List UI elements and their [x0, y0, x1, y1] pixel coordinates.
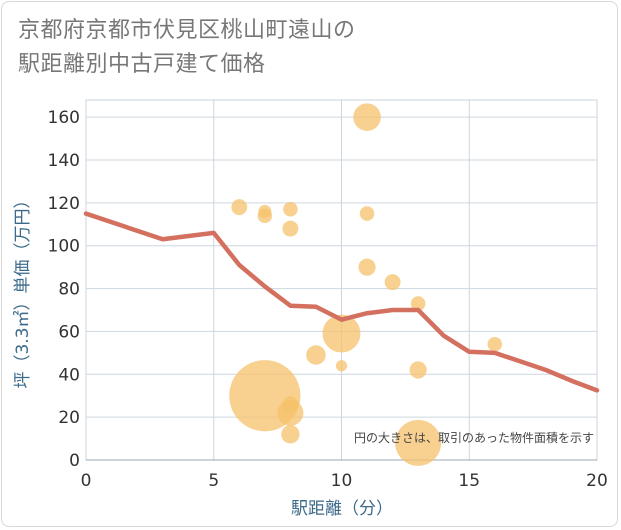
y-tick-label: 160 [48, 108, 80, 128]
x-axis-label: 駅距離（分） [291, 499, 393, 519]
bubble-point [281, 425, 300, 444]
y-tick-label: 20 [58, 408, 80, 428]
x-tick-label: 20 [586, 471, 608, 491]
x-tick-labels: 0 5 10 15 20 [81, 471, 608, 491]
y-axis-label: 坪（3.3㎡）単価（万円） [13, 191, 33, 388]
bubble-series [229, 103, 503, 466]
y-tick-label: 60 [58, 322, 80, 342]
bubble-point [353, 103, 381, 131]
y-tick-label: 80 [58, 280, 80, 300]
size-note: 円の大きさは、取引のあった物件面積を示す [354, 430, 594, 445]
chart-title-line1: 京都府京都市伏見区桃山町遠山の [18, 18, 356, 43]
bubble-point [257, 208, 273, 223]
x-tick-label: 0 [81, 471, 92, 491]
bubble-point [410, 296, 426, 311]
bubble-point [277, 399, 304, 426]
bubble-point [282, 220, 299, 237]
average-price-line [83, 211, 600, 393]
bubble-point [358, 258, 376, 276]
y-tick-label: 0 [69, 451, 80, 471]
y-tick-label: 100 [48, 237, 80, 257]
bubble-point [335, 360, 348, 372]
x-tick-label: 5 [208, 471, 219, 491]
x-tick-label: 10 [331, 471, 353, 491]
grid-lines [85, 99, 598, 461]
bubble-point [306, 345, 326, 365]
y-tick-labels: 0 20 40 60 80 100 120 140 160 [48, 108, 80, 471]
bubble-point [409, 361, 427, 379]
y-tick-label: 120 [48, 194, 80, 214]
bubble-point [395, 419, 442, 466]
chart-title-line2: 駅距離別中古戸建て価格 [18, 52, 266, 77]
bubble-point [231, 199, 248, 216]
bubble-point [283, 202, 298, 217]
chart-title: 京都府京都市伏見区桃山町遠山の 駅距離別中古戸建て価格 [18, 14, 356, 82]
y-tick-label: 40 [58, 365, 80, 385]
y-tick-label: 140 [48, 151, 80, 171]
trend-line-group [83, 211, 600, 393]
x-tick-label: 15 [458, 471, 480, 491]
bubble-point [359, 206, 375, 221]
bubble-point [384, 274, 401, 291]
bubble-point [322, 314, 361, 353]
bubble-point [487, 337, 503, 352]
